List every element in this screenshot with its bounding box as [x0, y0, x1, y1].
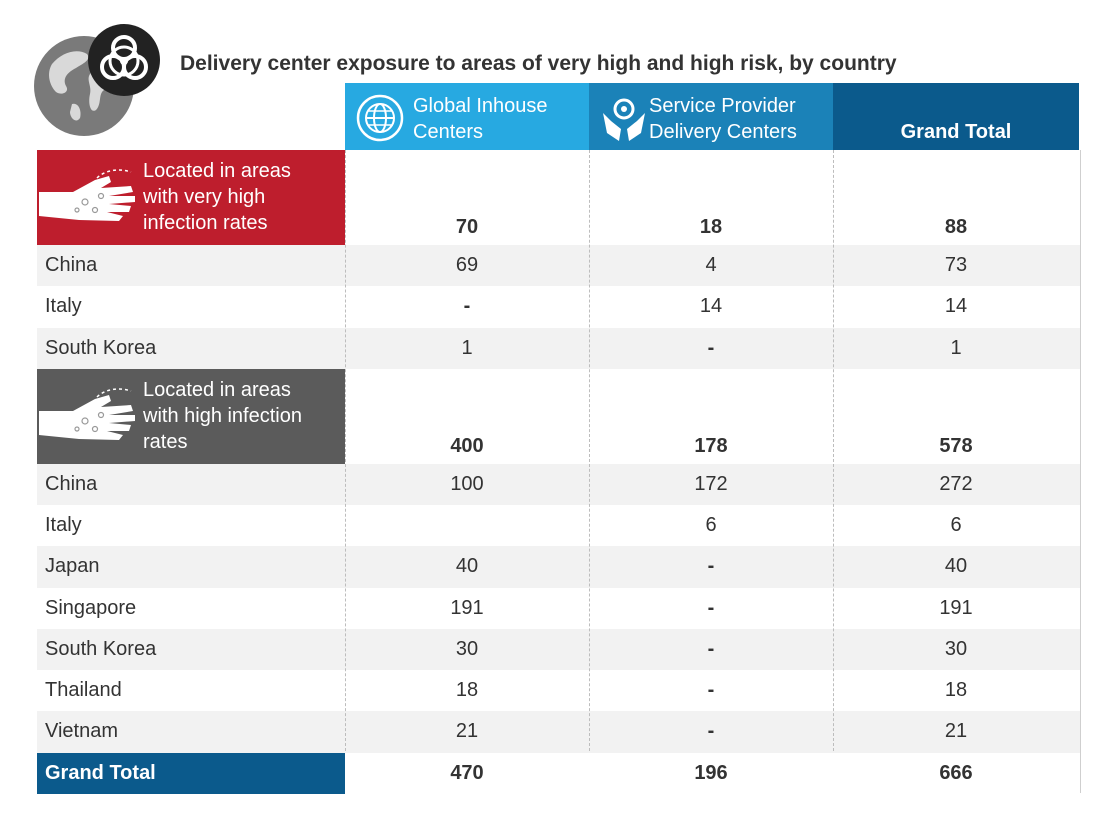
- column-label: Global Inhouse Centers: [413, 95, 548, 143]
- column-header-service-provider-delivery-centers: Service Provider Delivery Centers: [589, 83, 833, 150]
- table-cell-value: 14: [699, 295, 723, 318]
- table-cell-value: 40: [944, 555, 968, 578]
- column-separator: [833, 150, 834, 751]
- table-cell-value: 191: [939, 596, 973, 619]
- row-label: China: [45, 472, 98, 495]
- category-row-high: Located in areas with high infection rates…: [37, 368, 1080, 464]
- row-label: Vietnam: [45, 720, 119, 743]
- table-cell-value: -: [707, 637, 715, 660]
- column-separator: [589, 150, 590, 751]
- table-cell-value: 1: [461, 336, 473, 359]
- chart-title: Delivery center exposure to areas of ver…: [180, 52, 897, 75]
- table-cell-value: 578: [939, 434, 973, 457]
- globe-network-icon: [356, 94, 404, 142]
- column-header-grand-total: Grand Total: [833, 83, 1079, 150]
- table-cell-value: 14: [944, 295, 968, 318]
- category-label-line: infection rates: [143, 212, 268, 234]
- table-cell-value: 69: [455, 254, 479, 277]
- category-label-box: Located in areas with high infection rates: [37, 368, 345, 464]
- row-label: Italy: [45, 295, 82, 318]
- row-label: China: [45, 254, 98, 277]
- row-label: Italy: [45, 514, 82, 537]
- table-cell-value: 18: [455, 679, 479, 702]
- table-row: Vietnam 21 - 21: [37, 711, 1080, 753]
- column-label: Service Provider Delivery Centers: [649, 95, 797, 143]
- table-row: Italy 6 6: [37, 505, 1080, 546]
- table-cell-value: -: [463, 295, 471, 318]
- table-cell-value: 4: [705, 254, 717, 277]
- table-cell-value: 6: [950, 514, 962, 537]
- table-row: China 100 172 272: [37, 463, 1080, 505]
- table-cell-value: -: [707, 720, 715, 743]
- grand-total-label-box: [37, 752, 345, 794]
- table-cell-value: 196: [694, 761, 728, 784]
- table-cell-value: 70: [455, 216, 479, 238]
- table-cell-value: 18: [944, 679, 968, 702]
- biohazard-icon: [88, 24, 160, 96]
- table-cell-value: 1: [950, 336, 962, 359]
- grand-total-row: Grand Total 470 196 666: [37, 752, 1080, 794]
- row-label: Grand Total: [45, 761, 156, 784]
- table-cell-value: 178: [694, 434, 728, 457]
- table-cell-value: 30: [455, 637, 479, 660]
- category-label-box: Located in areas with very high infection …: [37, 150, 345, 245]
- table-cell-value: 172: [694, 472, 728, 495]
- table-cell-value: [345, 505, 589, 546]
- infected-hand-icon: [39, 388, 135, 440]
- table-cell-value: -: [707, 336, 715, 359]
- table-cell-value: 272: [939, 472, 973, 495]
- column-header-global-inhouse-centers: Global Inhouse Centers: [345, 83, 589, 150]
- table-cell-value: 100: [450, 472, 484, 495]
- row-label: Japan: [45, 555, 100, 578]
- table-cell-value: 470: [450, 761, 484, 784]
- table-cell-value: 18: [699, 216, 723, 238]
- table-cell-value: 666: [939, 761, 973, 784]
- category-label-line: Located in areas: [143, 378, 291, 401]
- table-cell-value: 6: [705, 514, 717, 537]
- data-table: Located in areas with very high infection …: [37, 150, 1081, 794]
- row-label: South Korea: [45, 637, 157, 660]
- table-cell-value: 73: [944, 254, 968, 277]
- table-row: China 69 4 73: [37, 245, 1080, 287]
- table-cell-value: 400: [450, 434, 484, 457]
- table-cell-value: 21: [944, 720, 968, 743]
- category-label-line: with very high: [143, 186, 266, 208]
- table-row: Thailand 18 - 18: [37, 670, 1080, 711]
- table-cell-value: 191: [450, 596, 484, 619]
- table-cell-value: -: [707, 555, 715, 578]
- table-cell-value: 30: [944, 637, 968, 660]
- table-row: Singapore 191 - 191: [37, 588, 1080, 629]
- table-cell-value: -: [707, 679, 715, 702]
- row-label: Thailand: [45, 679, 122, 702]
- category-label-line: with high infection: [143, 404, 302, 427]
- table-cell-value: 88: [944, 216, 968, 238]
- table-cell-value: 21: [455, 720, 479, 743]
- category-label: Located in areas with very high infection …: [143, 158, 343, 236]
- category-label: Located in areas with high infection rates: [143, 377, 343, 455]
- row-label: Singapore: [45, 596, 137, 619]
- infected-hand-icon: [39, 169, 135, 221]
- column-label: Grand Total: [900, 121, 1012, 143]
- table-cell-value: -: [707, 596, 715, 619]
- table-row: Italy - 14 14: [37, 286, 1080, 327]
- category-label-line: Located in areas: [143, 160, 291, 182]
- table-row: Japan 40 - 40: [37, 546, 1080, 588]
- row-label: South Korea: [45, 336, 157, 359]
- column-separator: [345, 150, 346, 751]
- table-row: South Korea 30 - 30: [37, 628, 1080, 670]
- hands-gear-icon: [603, 98, 645, 141]
- category-row-very-high: Located in areas with very high infection …: [37, 150, 1080, 245]
- table-row: South Korea 1 - 1: [37, 327, 1080, 369]
- table-cell-value: 40: [455, 555, 479, 578]
- category-label-line: rates: [143, 430, 188, 453]
